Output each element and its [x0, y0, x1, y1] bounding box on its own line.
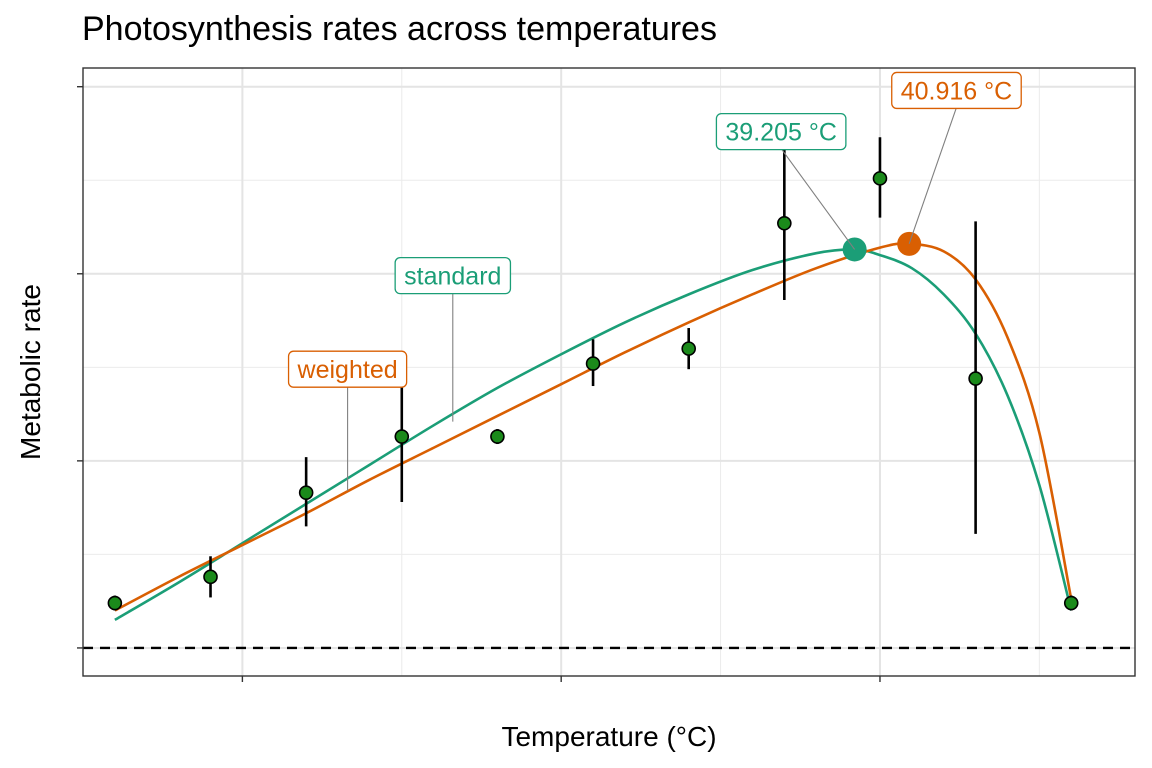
- data-point: [298, 485, 314, 500]
- chart-title: Photosynthesis rates across temperatures: [82, 10, 717, 48]
- data-point: [681, 341, 696, 356]
- data-point: [777, 215, 792, 231]
- annotation-connector: [780, 148, 856, 250]
- fit-curves: [114, 242, 1073, 621]
- data-points: [107, 137, 1079, 611]
- annotation-label: 40.916 °C: [901, 77, 1012, 105]
- fit-curve-standard: [114, 248, 1073, 621]
- data-point: [872, 171, 888, 186]
- y-axis-label: Metabolic rate: [15, 284, 46, 460]
- annotation-box: [715, 112, 847, 151]
- data-point: [968, 371, 983, 386]
- x-axis-label: Temperature (°C): [501, 721, 716, 752]
- data-point: [203, 569, 218, 585]
- annotation-box: [891, 71, 1022, 110]
- annotation-label: 39.205 °C: [725, 119, 836, 147]
- annotation-label: weighted: [297, 356, 398, 384]
- data-point: [1063, 595, 1079, 611]
- annotation-label: standard: [404, 263, 501, 291]
- annotation-box: [287, 350, 408, 388]
- data-point: [585, 356, 601, 371]
- data-point: [107, 595, 123, 611]
- plot-panel-border: [82, 67, 1136, 677]
- axes: [77, 86, 881, 682]
- data-point: [394, 429, 410, 444]
- data-point: [490, 429, 505, 444]
- annotation-connector: [908, 107, 957, 245]
- fit-curve-weighted: [114, 242, 1073, 612]
- annotations: standard weighted 39.205 °C 40.916 °C: [287, 71, 1022, 491]
- annotation-box: [394, 257, 512, 295]
